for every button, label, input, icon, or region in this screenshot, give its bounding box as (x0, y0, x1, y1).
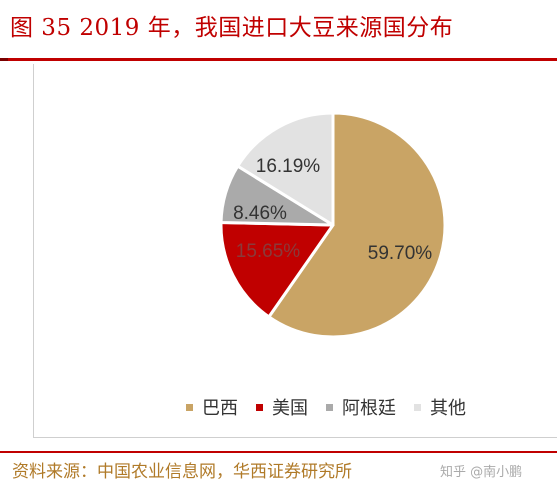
chart-legend: 巴西 美国 阿根廷 其他 (186, 394, 484, 420)
legend-item-usa: 美国 (256, 394, 308, 420)
legend-swatch-other (414, 403, 421, 411)
pie-label-other: 16.19% (256, 156, 321, 177)
legend-label-brazil: 巴西 (202, 398, 238, 419)
footer-rule (0, 451, 557, 453)
legend-label-other: 其他 (430, 398, 466, 419)
pie-label-brazil: 59.70% (368, 243, 433, 264)
legend-item-argentina: 阿根廷 (326, 394, 396, 420)
legend-label-argentina: 阿根廷 (342, 398, 396, 419)
legend-swatch-usa (256, 403, 263, 411)
legend-item-other: 其他 (414, 394, 466, 420)
pie-slice-brazil (267, 111, 447, 339)
title-rule-accent (0, 58, 8, 61)
legend-swatch-brazil (186, 403, 193, 411)
legend-item-brazil: 巴西 (186, 394, 238, 420)
figure-title: 图 35 2019 年，我国进口大豆来源国分布 (10, 15, 454, 41)
pie-label-argentina: 8.46% (233, 203, 287, 224)
legend-swatch-argentina (326, 403, 333, 411)
pie-label-usa: 15.65% (236, 241, 301, 262)
pie-slice-usa (219, 221, 335, 319)
title-rule (0, 58, 557, 61)
watermark: 知乎 @南小鹏 (440, 465, 523, 480)
pie-slice-other (236, 111, 335, 227)
source-note: 资料来源：中国农业信息网，华西证券研究所 (12, 462, 352, 482)
chart-frame (33, 64, 557, 438)
legend-label-usa: 美国 (272, 398, 308, 419)
